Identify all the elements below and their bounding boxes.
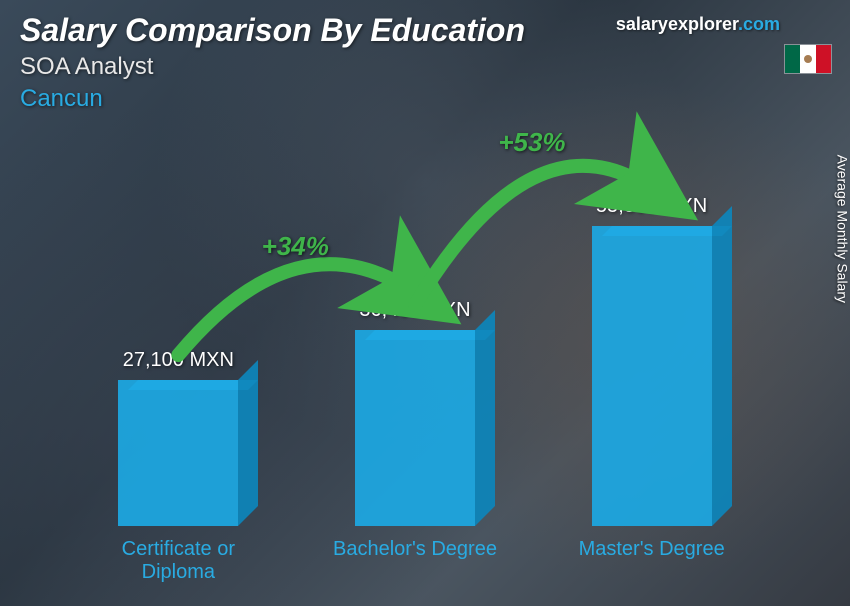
y-axis-label: Average Monthly Salary: [834, 155, 850, 303]
bar-value-label: 55,800 MXN: [596, 195, 707, 218]
bar-group: 55,800 MXN: [562, 195, 742, 526]
category-label: Bachelor's Degree: [325, 532, 505, 586]
bar-value-label: 36,400 MXN: [359, 299, 470, 322]
bar: [592, 226, 712, 526]
chart-location: Cancun: [20, 85, 830, 113]
percent-increase-label: +34%: [262, 231, 329, 262]
bar: [355, 330, 475, 526]
bar-group: 36,400 MXN: [325, 299, 505, 526]
brand-domain: .com: [738, 14, 780, 34]
x-axis: [60, 526, 770, 528]
percent-increase-label: +53%: [498, 127, 565, 158]
category-label: Certificate or Diploma: [88, 532, 268, 586]
bar-value-label: 27,100 MXN: [123, 349, 234, 372]
bar-group: 27,100 MXN: [88, 349, 268, 526]
bar: [118, 380, 238, 526]
country-flag-icon: [784, 44, 832, 74]
brand-logo: salaryexplorer.com: [616, 14, 780, 35]
bar-chart: 27,100 MXN 36,400 MXN 55,800 MXN Certifi…: [60, 130, 770, 586]
category-label: Master's Degree: [562, 532, 742, 586]
chart-subtitle: SOA Analyst: [20, 53, 830, 81]
brand-name: salaryexplorer: [616, 14, 738, 34]
